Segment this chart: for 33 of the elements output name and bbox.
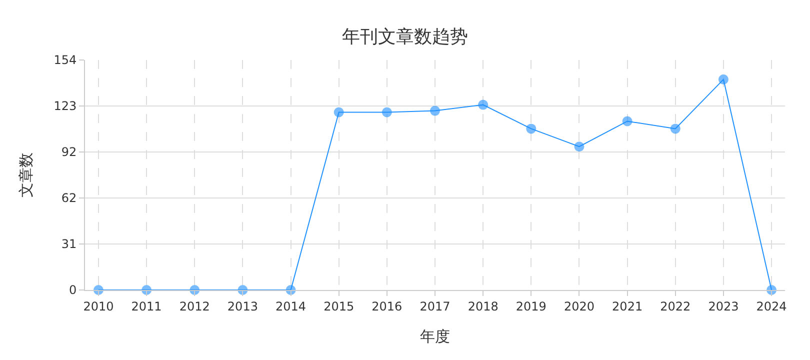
x-tick-label: 2022 [660,299,691,314]
y-tick-label: 154 [54,53,77,68]
x-tick-label: 2021 [612,299,643,314]
chart-title: 年刊文章数趋势 [342,26,468,48]
x-tick-label: 2023 [708,299,739,314]
x-tick-label: 2018 [468,299,498,314]
y-tick-label: 92 [61,145,77,160]
point [430,106,440,116]
point [526,124,536,134]
x-tick-label: 2014 [275,299,306,314]
point [622,116,632,126]
y-tick-label: 62 [61,191,77,206]
x-tick-label: 2016 [372,299,402,314]
x-tick-label: 2015 [324,299,354,314]
x-tick-label: 2019 [516,299,546,314]
x-tick-label: 2011 [131,299,162,314]
y-tick-label: 0 [68,283,77,298]
x-tick-label: 2013 [227,299,258,314]
x-tick-label: 2012 [179,299,210,314]
point [382,107,392,118]
point [574,142,584,152]
point [478,100,488,110]
y-tick-label: 31 [61,237,77,252]
x-tick-label: 2017 [420,299,450,314]
point [718,74,728,84]
y-tick-label: 123 [54,99,77,114]
y-axis-title: 文章数 [16,152,35,198]
x-tick-label: 2020 [564,299,595,314]
point [334,107,344,118]
x-axis-title: 年度 [420,327,450,346]
x-tick-label: 2010 [83,299,114,314]
x-tick-label: 2024 [756,299,787,314]
point [670,124,680,134]
